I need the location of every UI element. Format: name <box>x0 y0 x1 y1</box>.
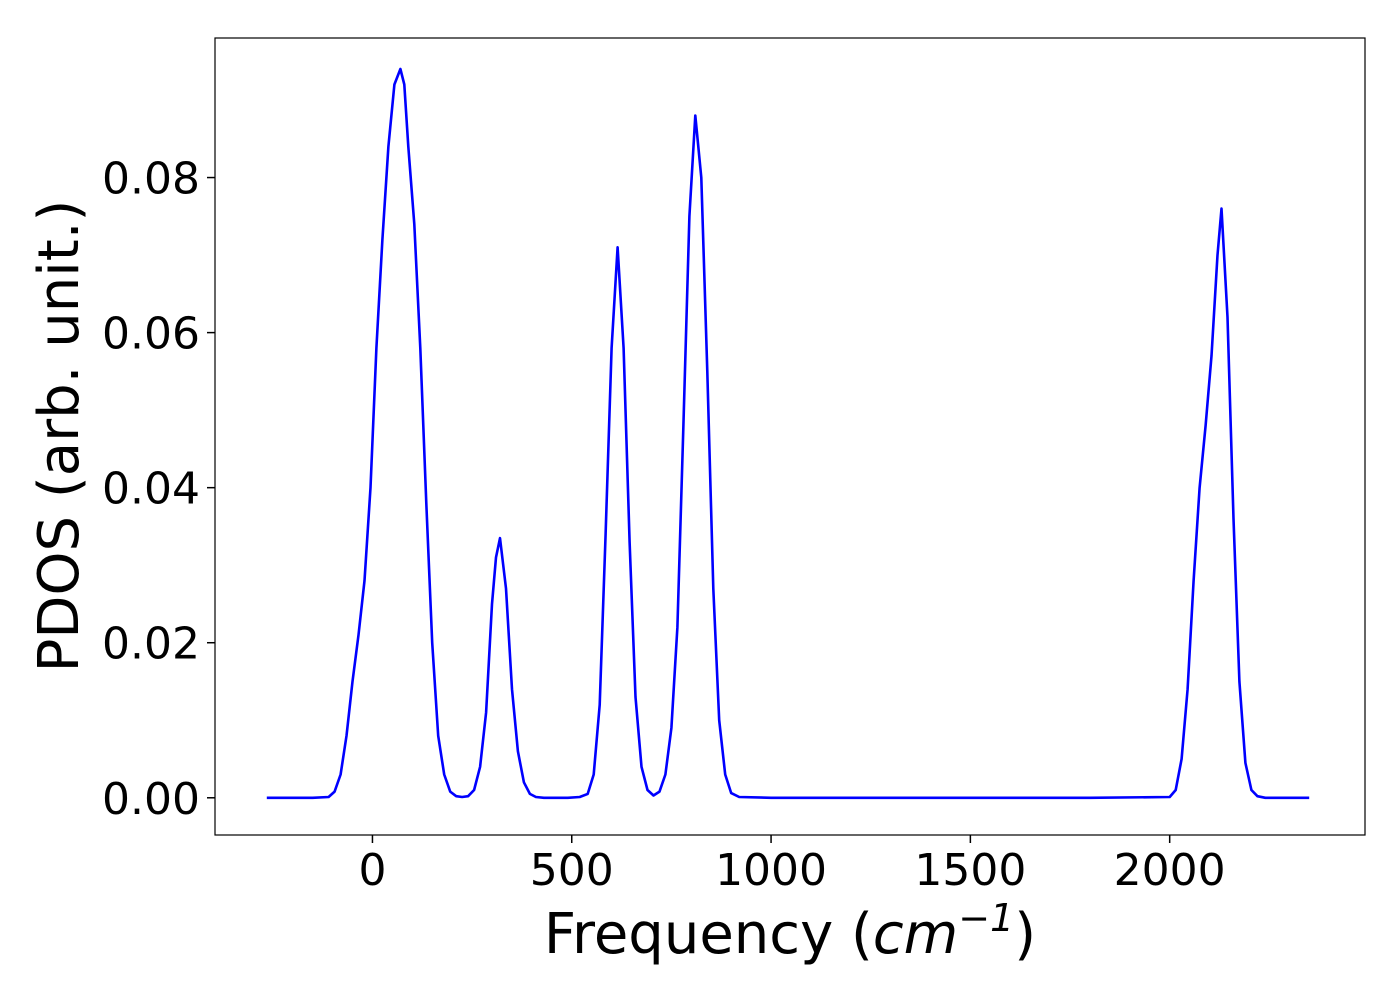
y-tick-label: 0.02 <box>102 619 200 670</box>
x-axis-label-text: Frequency ( <box>544 902 873 967</box>
plot-frame <box>214 37 1366 836</box>
x-tick-label: 2000 <box>1114 845 1226 896</box>
x-axis-label-close: ) <box>1014 902 1036 967</box>
series-line-pdos <box>266 67 1310 800</box>
x-axis-label-exponent: −1 <box>958 896 1014 940</box>
y-tick-label: 0.04 <box>102 464 200 515</box>
x-axis-ticks: 0 500 1000 1500 2000 <box>358 835 1226 896</box>
y-tick-label: 0.06 <box>102 309 200 360</box>
x-tick-label: 1000 <box>715 845 827 896</box>
x-tick-label: 0 <box>358 845 386 896</box>
y-tick-label: 0.08 <box>102 154 200 205</box>
y-tick-label: 0.00 <box>102 774 200 825</box>
x-tick-label: 500 <box>530 845 614 896</box>
y-axis-ticks: 0.00 0.02 0.04 0.06 0.08 <box>102 154 215 825</box>
y-axis-label: PDOS (arb. unit.) <box>27 200 92 673</box>
x-tick-label: 1500 <box>914 845 1026 896</box>
x-axis-label: Frequency (cm−1) <box>544 896 1036 967</box>
x-axis-label-unit: cm <box>873 902 958 967</box>
